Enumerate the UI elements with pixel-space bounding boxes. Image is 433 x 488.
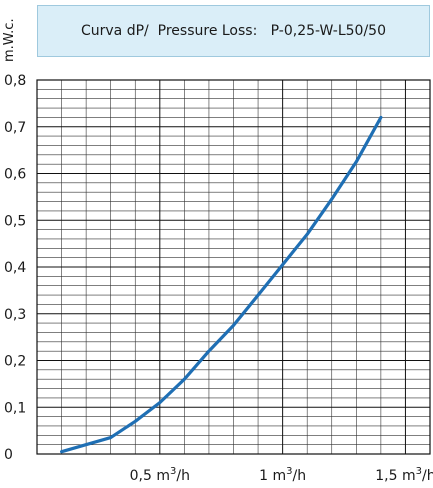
y-tick-label: 0,5 xyxy=(4,213,26,229)
x-tick-label: 0,5 m3/h xyxy=(130,466,190,484)
y-tick-label: 0,7 xyxy=(4,120,26,136)
y-tick-label: 0 xyxy=(4,447,13,463)
chart-model: P-0,25-W-L50/50 xyxy=(270,23,386,39)
y-tick-label: 0,1 xyxy=(4,400,26,416)
x-tick-label: 1 m3/h xyxy=(259,466,306,484)
y-tick-label: 0,4 xyxy=(4,260,26,276)
y-tick-label: 0,6 xyxy=(4,167,26,183)
chart-title: Curva dP/ Pressure Loss: xyxy=(80,23,258,39)
y-tick-label: 0,2 xyxy=(4,354,26,370)
y-tick-label: 0,3 xyxy=(4,307,26,323)
x-tick-label: 1,5 m3/h xyxy=(375,466,433,484)
chart-title-box: Curva dP/ Pressure Loss: P-0,25-W-L50/50 xyxy=(37,5,430,57)
pressure-loss-curve xyxy=(60,115,383,454)
y-tick-label: 0,8 xyxy=(4,73,26,89)
plot-frame xyxy=(36,79,431,455)
